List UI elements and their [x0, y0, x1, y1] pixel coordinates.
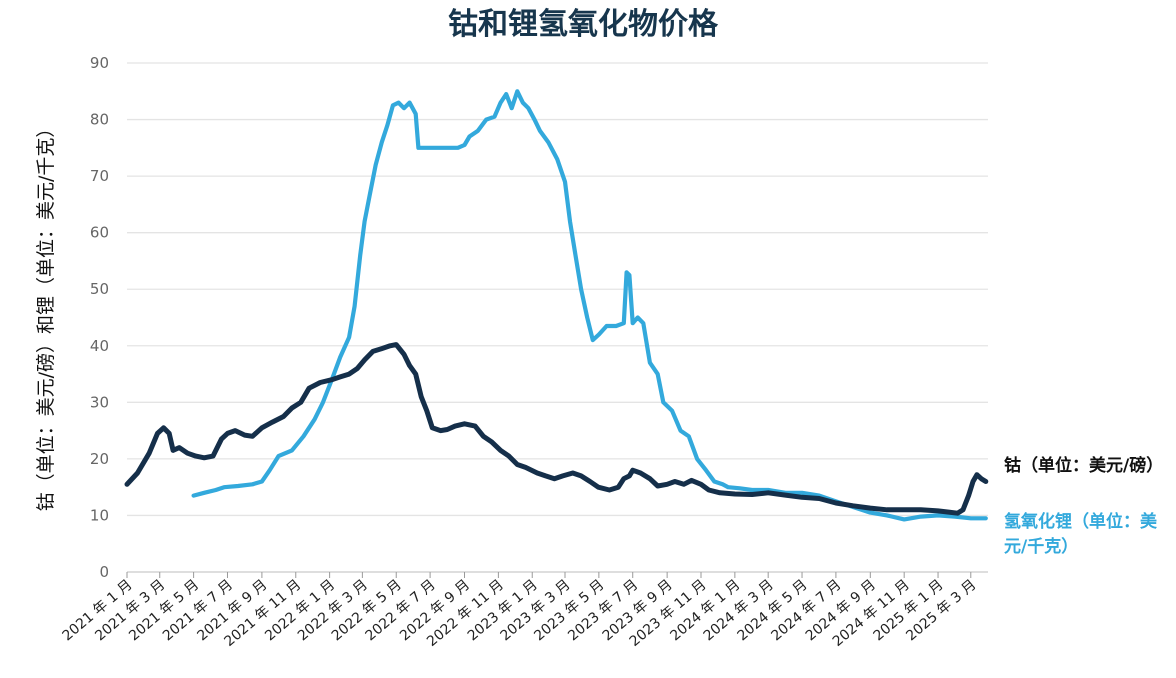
- series-line-lithium-hydroxide: [191, 89, 988, 522]
- series-layer: [124, 89, 989, 522]
- y-tick-label: 70: [90, 167, 109, 185]
- chart-title: 钴和锂氢氧化物价格: [448, 7, 719, 42]
- legend-lithium: 氢氧化锂（单位：美元/千克）: [1004, 510, 1169, 560]
- series-line-cobalt: [124, 342, 989, 516]
- y-tick-label: 40: [90, 337, 109, 355]
- y-tick-label: 20: [90, 450, 109, 468]
- y-axis-label: 钴（单位：美元/磅）和锂（单位：美元/千克）: [35, 119, 57, 512]
- gridlines: [127, 62, 988, 573]
- y-axis-ticks: 0 10 20 30 40 50 60 70 80 90: [90, 54, 109, 581]
- legend-cobalt-label: 钴（单位：美元/磅）: [1004, 456, 1164, 476]
- legend-lithium-label: 氢氧化锂（单位：美元/千克）: [1004, 512, 1157, 557]
- y-tick-label: 30: [90, 393, 109, 411]
- y-tick-label: 90: [90, 54, 109, 72]
- y-tick-label: 10: [90, 506, 109, 524]
- y-tick-label: 60: [90, 224, 109, 242]
- y-tick-label: 0: [99, 563, 109, 581]
- y-tick-label: 80: [90, 111, 109, 129]
- y-tick-label: 50: [90, 280, 109, 298]
- legend-cobalt: 钴（单位：美元/磅）: [1004, 454, 1169, 479]
